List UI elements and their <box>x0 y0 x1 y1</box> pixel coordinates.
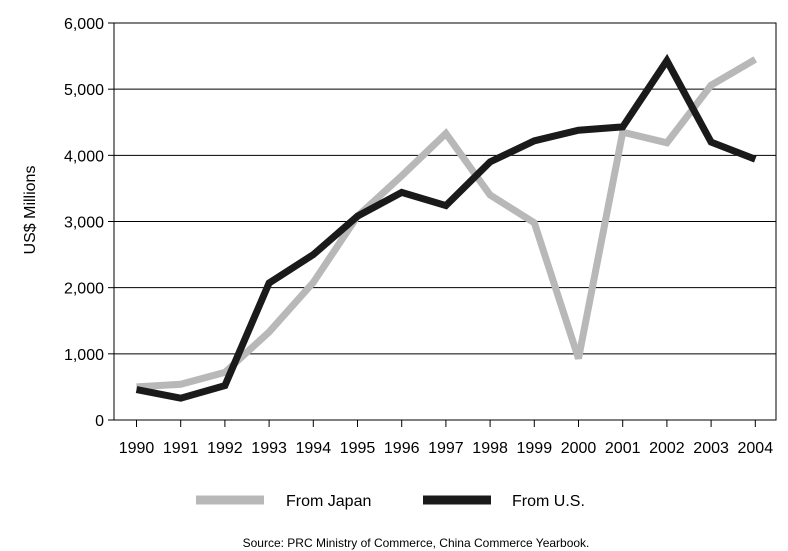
y-tick-label: 6,000 <box>64 16 104 33</box>
x-tick-label: 1999 <box>517 440 553 457</box>
x-tick-label: 2002 <box>649 440 685 457</box>
y-tick-label: 4,000 <box>64 148 104 165</box>
x-axis-ticks: 1990 1991 1992 1993 1994 1995 1996 1997 1998 1999… <box>119 420 773 457</box>
x-tick-label: 1997 <box>428 440 464 457</box>
y-tick-label: 2,000 <box>64 281 104 298</box>
x-tick-label: 1991 <box>163 440 199 457</box>
x-tick-label: 2000 <box>561 440 597 457</box>
legend-label-japan: From Japan <box>286 493 371 510</box>
x-tick-label: 1994 <box>296 440 332 457</box>
y-tick-label: 0 <box>95 413 104 430</box>
y-tick-label: 5,000 <box>64 82 104 99</box>
x-tick-label: 2004 <box>738 440 774 457</box>
x-tick-label: 1995 <box>340 440 376 457</box>
source-note: Source: PRC Ministry of Commerce, China … <box>243 536 590 550</box>
series-line-japan <box>136 56 758 391</box>
legend-label-us: From U.S. <box>512 493 585 510</box>
y-axis-ticks: 0 1,000 2,000 3,000 4,000 5,000 6,000 <box>64 16 114 430</box>
x-tick-label: 1990 <box>119 440 155 457</box>
x-tick-label: 1993 <box>251 440 287 457</box>
series-line-us <box>135 53 757 402</box>
legend: From Japan From U.S. <box>196 493 585 510</box>
series-lines <box>135 53 758 402</box>
x-tick-label: 1992 <box>207 440 243 457</box>
y-tick-label: 1,000 <box>64 347 104 364</box>
y-axis-title: US$ Millions <box>22 166 39 255</box>
gridlines <box>114 88 776 355</box>
x-tick-label: 2001 <box>605 440 641 457</box>
x-tick-label: 2003 <box>693 440 729 457</box>
x-tick-label: 1996 <box>384 440 420 457</box>
x-tick-label: 1998 <box>472 440 508 457</box>
y-tick-label: 3,000 <box>64 215 104 232</box>
